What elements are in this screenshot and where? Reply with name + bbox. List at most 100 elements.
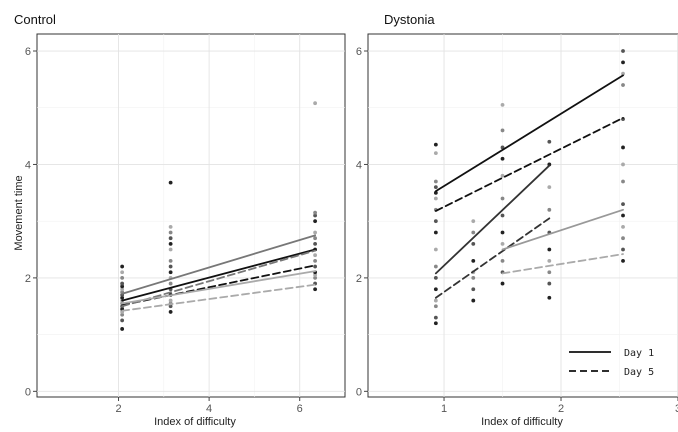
x-tick-label: 2 <box>115 403 121 415</box>
data-point <box>433 142 438 147</box>
data-point <box>168 241 173 246</box>
data-point <box>547 295 552 300</box>
panel-title-control: Control <box>14 12 56 27</box>
data-point <box>621 236 625 241</box>
plot-panel <box>36 33 346 398</box>
fit-line-day5 <box>121 249 317 308</box>
data-point <box>433 196 438 201</box>
data-point <box>313 213 318 218</box>
data-point <box>433 275 438 280</box>
data-point <box>120 327 125 331</box>
fit-line-day5 <box>434 117 624 212</box>
data-point <box>621 179 625 184</box>
data-point <box>547 281 552 286</box>
data-point <box>621 71 625 76</box>
data-point <box>313 258 318 263</box>
data-point <box>500 258 505 263</box>
data-point <box>313 253 318 258</box>
plot-area <box>33 33 346 401</box>
data-point <box>433 287 438 292</box>
fit-line-day5 <box>501 253 624 275</box>
data-point <box>621 258 625 263</box>
data-point <box>621 145 625 150</box>
data-point <box>500 241 505 246</box>
data-point <box>471 275 476 280</box>
data-point <box>621 49 625 53</box>
data-point <box>500 281 505 286</box>
legend: Day 1 Day 5 <box>569 348 654 378</box>
fit-line-day5 <box>121 283 317 312</box>
data-point <box>168 247 173 252</box>
y-tick-label: 6 <box>356 46 362 58</box>
data-point <box>168 281 173 286</box>
data-point <box>621 162 625 167</box>
data-point <box>547 247 552 252</box>
data-point <box>313 287 318 292</box>
panel-title-dystonia: Dystonia <box>384 12 435 27</box>
data-point <box>120 295 125 300</box>
data-point <box>471 258 476 263</box>
data-point <box>621 213 625 218</box>
data-point <box>433 264 438 269</box>
data-point <box>500 213 505 218</box>
data-point <box>433 304 438 309</box>
fit-line-day1 <box>121 248 317 302</box>
panel-dystonia: Dystonia Index of difficulty 1 2 3 0 2 4 6 Day … <box>356 12 678 428</box>
data-point <box>433 179 438 184</box>
y-tick-label: 4 <box>25 159 31 171</box>
data-point <box>621 117 625 121</box>
data-point <box>433 219 438 224</box>
y-tick-label: 6 <box>25 46 31 58</box>
data-point <box>168 270 173 275</box>
data-point <box>433 298 438 303</box>
data-point <box>313 219 318 224</box>
data-point <box>433 315 438 320</box>
data-point <box>313 241 318 246</box>
data-point <box>120 284 125 289</box>
data-point <box>120 318 125 323</box>
data-point <box>168 258 173 263</box>
y-tick-label: 2 <box>25 273 31 285</box>
fit-line-day1 <box>501 208 624 251</box>
data-point <box>621 202 625 207</box>
data-point <box>547 185 552 190</box>
x-tick-label: 3 <box>675 403 678 415</box>
data-point <box>547 270 552 275</box>
data-point <box>433 190 438 195</box>
data-point <box>500 128 505 133</box>
fit-line-day1 <box>434 164 551 275</box>
legend-label: Day 5 <box>624 367 654 378</box>
data-point <box>313 273 318 277</box>
fit-line-day1 <box>434 74 624 193</box>
x-tick-label: 1 <box>441 403 447 415</box>
data-point <box>547 258 552 263</box>
data-point <box>621 224 625 229</box>
data-point <box>433 185 438 190</box>
data-point <box>500 230 505 235</box>
data-point <box>471 287 476 292</box>
plot-panel <box>367 33 678 398</box>
data-point <box>120 270 125 275</box>
data-point <box>120 264 125 269</box>
data-point <box>471 241 476 246</box>
data-point <box>168 310 173 314</box>
data-point <box>168 298 173 303</box>
x-tick-label: 4 <box>206 403 212 415</box>
data-point <box>168 236 173 241</box>
data-point <box>313 264 318 269</box>
legend-label: Day 1 <box>624 348 654 359</box>
data-point <box>168 224 173 229</box>
data-point <box>168 180 173 185</box>
panel-control: Control Index of difficulty Movement tim… <box>13 12 346 428</box>
data-point <box>500 196 505 201</box>
data-point <box>313 101 318 106</box>
fit-line-day1 <box>121 270 317 305</box>
data-point <box>547 139 552 144</box>
y-tick-label: 0 <box>25 386 31 398</box>
data-point <box>313 210 318 215</box>
data-point <box>433 151 438 156</box>
data-point <box>433 321 438 326</box>
data-point <box>313 236 318 241</box>
fit-line-day5 <box>434 217 551 299</box>
